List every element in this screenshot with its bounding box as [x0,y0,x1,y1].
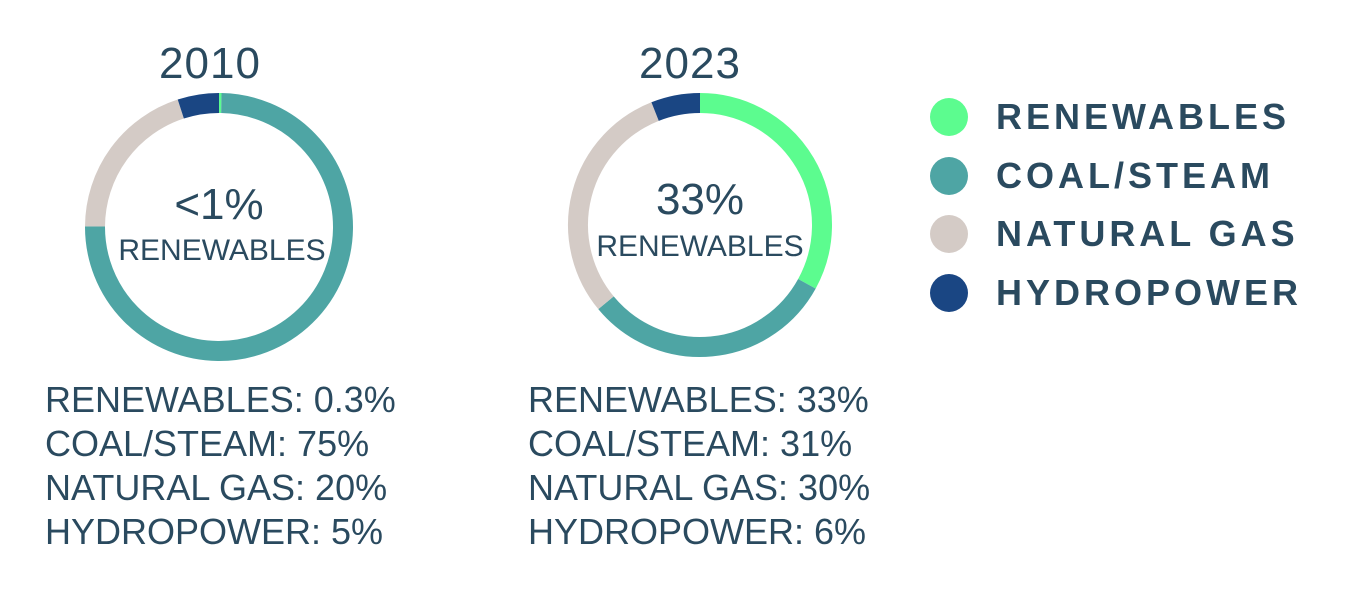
legend-swatch-natural-gas [930,215,968,254]
legend-item-renewables: RENEWABLES [930,88,1302,147]
donut-segments-2023 [568,93,832,357]
stat-coal-steam-2023: COAL/STEAM: 31% [528,423,853,464]
stat-natural-gas-2010: NATURAL GAS: 20% [45,467,388,508]
legend-item-coal-steam: COAL/STEAM [930,147,1302,206]
legend-label-hydropower: HYDROPOWER [996,271,1303,313]
donut-segment-hydropower-2023 [651,93,701,121]
center-label-2010: RENEWABLES [118,234,325,267]
stat-renewables-2023: RENEWABLES: 33% [528,379,869,420]
legend-item-natural-gas: NATURAL GAS [930,205,1302,264]
chart-title-2010: 2010 [159,39,261,88]
legend-swatch-coal-steam [930,156,968,195]
donut-segment-coal-steam-2010 [85,93,353,361]
chart-2010: 2010 <1% RENEWABLES RENEWABLES: 0.3% COA… [0,0,420,600]
legend-label-coal-steam: COAL/STEAM [996,154,1274,196]
donut-chart-2010: <1% RENEWABLES [85,93,353,361]
stat-renewables-2010: RENEWABLES: 0.3% [45,379,396,420]
donut-segments-2010 [85,93,353,361]
center-value-2010: <1% [174,180,263,229]
legend-swatch-renewables [930,98,968,137]
chart-title-2023: 2023 [639,39,741,88]
legend-item-hydropower: HYDROPOWER [930,264,1302,323]
stat-hydropower-2010: HYDROPOWER: 5% [45,511,384,552]
stats-2023: RENEWABLES: 33% COAL/STEAM: 31% NATURAL … [528,378,870,554]
donut-segment-renewables-2023 [699,93,832,289]
donut-segment-coal-steam-2023 [598,278,816,357]
legend-label-natural-gas: NATURAL GAS [996,213,1299,255]
stat-natural-gas-2023: NATURAL GAS: 30% [528,467,871,508]
chart-2023: 2023 33% RENEWABLES RENEWABLES: 33% COAL… [480,0,900,600]
donut-chart-2023: 33% RENEWABLES [568,93,832,357]
center-value-2023: 33% [656,175,744,224]
donut-segment-natural-gas-2010 [85,99,185,227]
legend-swatch-hydropower [930,273,968,312]
stat-coal-steam-2010: COAL/STEAM: 75% [45,423,370,464]
legend: RENEWABLES COAL/STEAM NATURAL GAS HYDROP… [930,88,1302,322]
stats-2010: RENEWABLES: 0.3% COAL/STEAM: 75% NATURAL… [45,378,396,554]
stat-hydropower-2023: HYDROPOWER: 6% [528,511,867,552]
donut-segment-natural-gas-2023 [568,102,659,310]
center-label-2023: RENEWABLES [596,230,803,263]
donut-segment-hydropower-2010 [177,93,220,119]
legend-label-renewables: RENEWABLES [996,96,1291,138]
